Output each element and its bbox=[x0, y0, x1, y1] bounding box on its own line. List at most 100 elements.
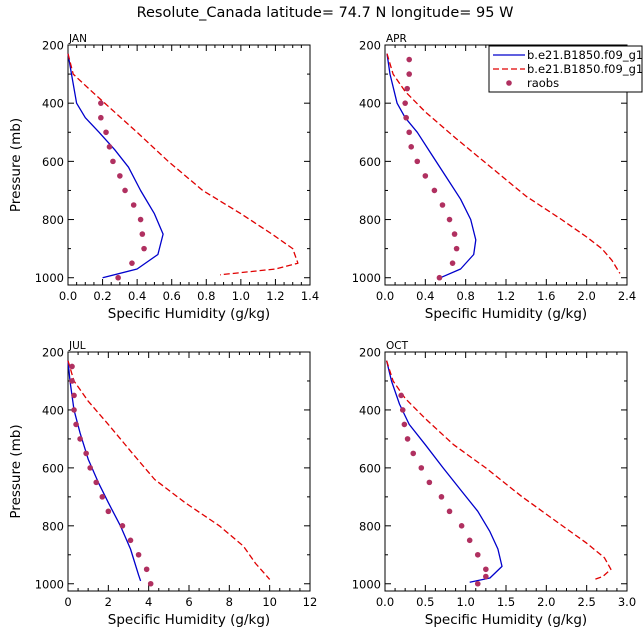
x-tick-label: 1.0 bbox=[457, 595, 475, 609]
y-tick-label: 200 bbox=[359, 346, 381, 360]
series-line-red bbox=[386, 53, 621, 274]
raob-point bbox=[71, 407, 77, 413]
raob-point bbox=[93, 479, 100, 486]
raob-point bbox=[119, 523, 126, 529]
legend-label: b.e21.B1850.f09_g17.CMIP6-piControl.001 bbox=[527, 48, 643, 62]
plot-frame bbox=[67, 351, 311, 592]
y-tick-label: 400 bbox=[359, 97, 381, 111]
y-tick-label: 400 bbox=[359, 403, 381, 417]
x-tick-label: 0.8 bbox=[197, 289, 215, 303]
raob-point bbox=[422, 173, 429, 179]
raob-point bbox=[406, 56, 413, 63]
raob-point bbox=[122, 187, 128, 194]
legend-swatch-raobs bbox=[506, 80, 512, 86]
panel-label: JUL bbox=[68, 340, 86, 352]
y-tick-label: 600 bbox=[42, 461, 64, 475]
panel-label: OCT bbox=[386, 340, 409, 352]
raob-point bbox=[438, 494, 445, 500]
raob-point bbox=[147, 580, 154, 587]
raob-point bbox=[83, 450, 89, 457]
x-tick-label: 1.2 bbox=[497, 289, 515, 303]
raob-point bbox=[69, 363, 75, 370]
series-line-blue bbox=[67, 53, 164, 279]
x-tick-label: 0.5 bbox=[416, 595, 434, 609]
raob-point bbox=[483, 566, 489, 573]
raob-point bbox=[69, 378, 75, 384]
x-tick-label: 0.0 bbox=[376, 289, 394, 303]
raob-point bbox=[466, 537, 473, 544]
raob-point bbox=[439, 202, 446, 208]
raob-point bbox=[117, 173, 123, 179]
raob-point bbox=[410, 450, 417, 457]
chart-panel-jul: 0 2 4 6 8 10 12 200 400 600 800 1000 Specific Humidi… bbox=[8, 340, 317, 628]
raob-point bbox=[71, 392, 77, 399]
raob-point bbox=[426, 479, 433, 486]
raob-point bbox=[73, 421, 79, 428]
y-tick-label: 1000 bbox=[35, 577, 64, 591]
y-tick-label: 800 bbox=[359, 519, 381, 533]
y-tick-label: 400 bbox=[42, 403, 64, 417]
raob-point bbox=[453, 245, 460, 252]
x-axis-label: Specific Humidity (g/kg) bbox=[108, 306, 270, 322]
raob-point bbox=[406, 129, 413, 136]
x-tick-label: 12 bbox=[303, 595, 318, 609]
raob-point bbox=[414, 158, 421, 165]
legend-label: raobs bbox=[527, 76, 559, 90]
x-tick-label: 1.2 bbox=[266, 289, 284, 303]
figure-title: Resolute_Canada latitude= 74.7 N longitu… bbox=[137, 5, 514, 21]
x-tick-label: 0.4 bbox=[416, 289, 434, 303]
y-tick-label: 600 bbox=[359, 461, 381, 475]
raob-point bbox=[474, 551, 481, 558]
raob-point bbox=[402, 100, 408, 106]
raob-point bbox=[137, 216, 144, 223]
x-tick-label: 10 bbox=[262, 595, 277, 609]
raob-point bbox=[458, 523, 465, 529]
y-tick-label: 1000 bbox=[352, 271, 381, 285]
panel-label: APR bbox=[386, 33, 407, 45]
y-tick-label: 1000 bbox=[352, 577, 381, 591]
legend-label: b.e21.B1850.f09_g17.CMIP6-piControl.001_… bbox=[527, 62, 643, 76]
raob-point bbox=[135, 551, 142, 558]
y-axis-label: Pressure (mb) bbox=[8, 118, 24, 212]
x-tick-label: 8 bbox=[226, 595, 233, 609]
raob-point bbox=[483, 573, 489, 580]
series-line-blue bbox=[385, 360, 503, 583]
chart-panel-apr: 0.0 0.4 0.8 1.2 1.6 2.0 2.4 200 400 600 800 1000 Spe… bbox=[352, 33, 643, 322]
series-line-red bbox=[67, 53, 299, 276]
raob-point bbox=[404, 436, 411, 442]
x-axis-label: Specific Humidity (g/kg) bbox=[108, 612, 270, 628]
raob-point bbox=[141, 245, 147, 252]
x-tick-label: 2.0 bbox=[537, 595, 555, 609]
raob-point bbox=[408, 144, 415, 150]
raob-point bbox=[446, 216, 453, 223]
raob-point bbox=[431, 187, 438, 194]
raob-point bbox=[451, 231, 458, 237]
panel-label: JAN bbox=[68, 33, 87, 45]
x-tick-label: 6 bbox=[185, 595, 192, 609]
x-tick-label: 1.0 bbox=[232, 289, 250, 303]
raob-point bbox=[77, 436, 83, 442]
series-line-blue bbox=[386, 53, 477, 279]
y-tick-label: 800 bbox=[42, 519, 64, 533]
raob-point bbox=[99, 494, 106, 500]
x-tick-label: 0 bbox=[64, 595, 71, 609]
x-tick-label: 1.6 bbox=[537, 289, 555, 303]
raob-point bbox=[449, 260, 456, 266]
x-tick-label: 0.2 bbox=[93, 289, 111, 303]
x-axis-label: Specific Humidity (g/kg) bbox=[425, 306, 587, 322]
y-tick-label: 600 bbox=[359, 155, 381, 169]
raob-point bbox=[115, 274, 121, 281]
x-tick-label: 2.5 bbox=[578, 595, 596, 609]
y-tick-label: 600 bbox=[42, 155, 64, 169]
y-tick-label: 800 bbox=[359, 213, 381, 227]
raob-point bbox=[103, 129, 109, 136]
raob-point bbox=[403, 114, 409, 121]
raob-point bbox=[143, 566, 150, 573]
y-tick-label: 200 bbox=[42, 39, 64, 53]
raob-point bbox=[127, 537, 134, 544]
x-tick-label: 2.4 bbox=[618, 289, 636, 303]
raob-point bbox=[98, 100, 104, 106]
chart-panel-oct: 0.0 0.5 1.0 1.5 2.0 2.5 3.0 200 400 600 800 1000 Spe… bbox=[352, 340, 636, 628]
x-axis-label: Specific Humidity (g/kg) bbox=[425, 612, 587, 628]
